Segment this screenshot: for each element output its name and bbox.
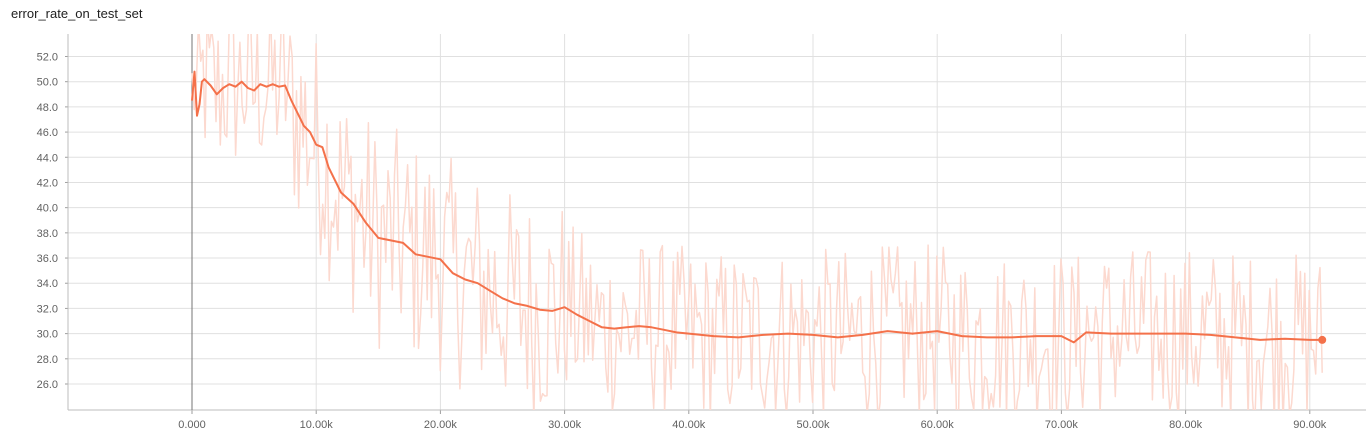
- y-tick-label: 44.0: [37, 152, 58, 164]
- x-tick-label: 30.00k: [548, 419, 582, 431]
- y-tick-label: 48.0: [37, 102, 58, 114]
- x-tick-label: 80.00k: [1169, 419, 1203, 431]
- x-tick-label: 40.00k: [672, 419, 706, 431]
- smoothed-series-line: [191, 70, 1323, 344]
- y-tick-label: 38.0: [37, 228, 58, 240]
- y-tick-label: 30.0: [37, 329, 58, 341]
- tick-labels: 26.0 28.0 30.0 32.0 34.0 36.0 38.0 40.0 42.0 44.0…: [37, 52, 1327, 432]
- y-tick-label: 36.0: [37, 253, 58, 265]
- x-tick-label: 90.00k: [1293, 419, 1327, 431]
- y-tick-label: 52.0: [37, 52, 58, 64]
- x-tick-label: 20.00k: [424, 419, 458, 431]
- y-tick-label: 42.0: [37, 177, 58, 189]
- raw-series-line: [191, 34, 1323, 410]
- x-tick-label: 60.00k: [921, 419, 955, 431]
- y-tick-label: 46.0: [37, 127, 58, 139]
- y-tick-label: 26.0: [37, 379, 58, 391]
- y-tick-label: 32.0: [37, 303, 58, 315]
- y-tick-label: 28.0: [37, 354, 58, 366]
- x-tick-label: 0.000: [178, 419, 206, 431]
- y-tick-label: 50.0: [37, 77, 58, 89]
- x-tick-label: 10.00k: [300, 419, 334, 431]
- x-tick-label: 50.00k: [796, 419, 830, 431]
- grid-lines: [68, 34, 1366, 410]
- raw-series: [191, 34, 1323, 410]
- y-tick-label: 34.0: [37, 278, 58, 290]
- smoothed-series: [191, 70, 1327, 344]
- x-tick-label: 70.00k: [1045, 419, 1079, 431]
- chart-title: error_rate_on_test_set: [11, 6, 143, 21]
- series-end-point: [1318, 335, 1327, 344]
- y-tick-label: 40.0: [37, 203, 58, 215]
